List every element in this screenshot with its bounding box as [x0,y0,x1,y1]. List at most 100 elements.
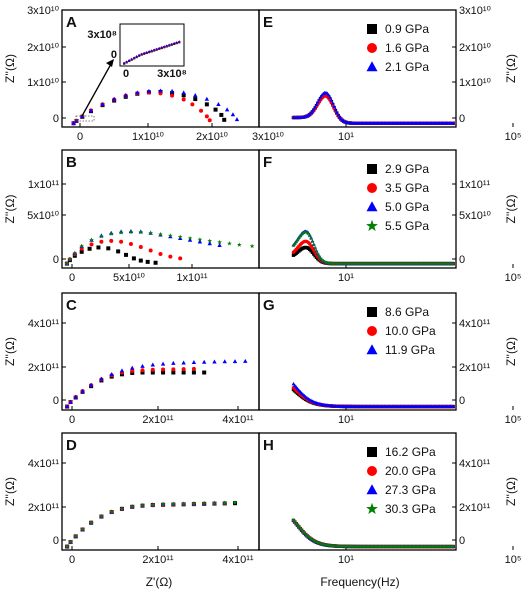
data-point-2.1-GPa [224,107,230,112]
panel-label: G [263,297,275,314]
panel-label: D [66,437,77,454]
data-series-group [291,518,456,549]
inset-data-point [178,40,181,43]
data-point-5.5-GPa [227,241,232,246]
data-point-5.5-GPa [148,230,154,236]
data-series-group [64,358,248,409]
data-point-30.3-GPa [302,530,307,535]
legend-entry: 1.6 GPa [385,41,429,55]
data-point-2.1-GPa [135,90,140,95]
data-point-2.1-GPa [334,110,339,114]
inset-data-point [122,61,126,64]
x-tick-label: 4x10¹¹ [222,414,254,426]
data-point-5.5-GPa [295,238,300,243]
legend-entry: 2.9 GPa [385,162,429,176]
data-point-30.3-GPa [88,520,94,525]
y-tick-label: 0 [53,113,59,125]
data-point-5.5-GPa [298,234,303,239]
data-point-2.1-GPa [193,92,198,97]
data-point-30.3-GPa [150,502,156,507]
x-axis-label-left: Z'(Ω) [146,575,173,589]
data-point-0.9-GPa [181,93,186,98]
data-point-8.6-GPa [171,370,176,375]
data-point-2.1-GPa [317,97,322,101]
x-tick-label: 2x10¹¹ [142,554,174,566]
data-point-11.9-GPa [64,404,70,409]
inset-x-tick: 3x10⁸ [157,68,187,80]
inset-data-point [173,41,176,45]
data-point-5.5-GPa [217,239,222,245]
data-series-group [71,88,240,126]
data-point-5.5-GPa [108,231,114,236]
legend-entry: 27.3 GPa [385,483,436,497]
data-point-5.5-GPa [322,259,327,264]
legend-marker [366,344,378,355]
data-point-30.3-GPa [160,501,166,507]
data-point-30.3-GPa [300,529,305,534]
data-point-1.6-GPa [181,97,186,102]
inset-data-point [163,45,166,48]
data-point-3.5-GPa [119,239,124,244]
legend-entry: 5.0 GPa [385,200,429,214]
data-point-30.3-GPa [298,526,303,531]
y-axis-label: Z''(Ω) [504,195,518,224]
inset-y-tick: 3x10⁸ [87,29,117,41]
inset-data-point [140,52,143,55]
data-point-5.5-GPa [300,231,305,236]
y-tick-label: 2x10¹¹ [459,362,491,374]
data-point-2.1-GPa [71,120,76,125]
data-point-3.5-GPa [168,254,173,259]
data-point-2.9-GPa [116,249,121,254]
panel-G: G 0 2x10¹¹ 4x10¹¹ 10¹ 10⁵ Z''(Ω) 8.6 GPa 10.0 GP… [258,292,521,426]
data-point-5.0-GPa [197,239,203,244]
data-point-8.6-GPa [181,370,186,375]
data-point-11.9-GPa [451,404,456,409]
inset-data-point [130,57,133,60]
data-point-11.9-GPa [99,376,104,381]
data-point-2.1-GPa [328,95,332,99]
panel-F: F 0 5x10¹⁰ 1x10¹¹ 10¹ 10⁵ Z''(Ω) 2.9 GPa 3.5 GPa… [258,149,521,284]
x-tick-label: 10⁵ [505,131,522,143]
data-point-2.1-GPa [181,90,186,95]
data-point-11.9-GPa [181,360,186,365]
inset-data-point [148,50,151,53]
data-point-1.6-GPa [199,108,204,113]
data-point-5.5-GPa [128,229,134,235]
data-point-5.5-GPa [291,243,296,248]
data-point-30.3-GPa [305,533,310,538]
data-point-0.9-GPa [219,112,224,117]
data-point-5.5-GPa [207,238,213,243]
y-tick-label: 2x10¹⁰ [459,42,492,54]
legend: 0.9 GPa 1.6 GPa 2.1 GPa [366,22,429,74]
data-point-8.6-GPa [140,370,145,375]
data-series-group [291,381,456,409]
panel-label: H [263,437,274,454]
data-point-0.9-GPa [213,107,218,112]
data-point-2.1-GPa [315,100,320,104]
inset-data-point [125,60,128,63]
data-point-2.1-GPa [311,107,316,111]
inset-data-point [153,48,156,51]
data-point-11.9-GPa [130,365,135,370]
data-point-10.0-GPa [181,367,186,372]
data-point-2.1-GPa [169,88,175,93]
data-point-30.3-GPa [309,536,314,541]
y-tick-label: 2x10¹¹ [459,502,491,514]
legend-marker [367,326,377,336]
y-axis-label: Z''(Ω) [3,54,17,83]
data-point-5.5-GPa [236,242,242,247]
data-point-30.3-GPa [119,506,125,511]
x-tick-label: 2x10¹¹ [142,414,174,426]
data-point-5.5-GPa [72,250,78,256]
panel-label: E [263,14,273,31]
data-point-30.3-GPa [170,501,176,507]
y-tick-label: 4x10¹¹ [459,318,491,330]
panel-frame [61,292,260,411]
data-point-11.9-GPa [119,368,125,373]
inset-data-point [137,53,141,56]
data-point-5.5-GPa [177,234,183,239]
legend-marker [367,24,377,34]
inset-data-point [142,51,146,54]
legend-marker [367,307,377,317]
